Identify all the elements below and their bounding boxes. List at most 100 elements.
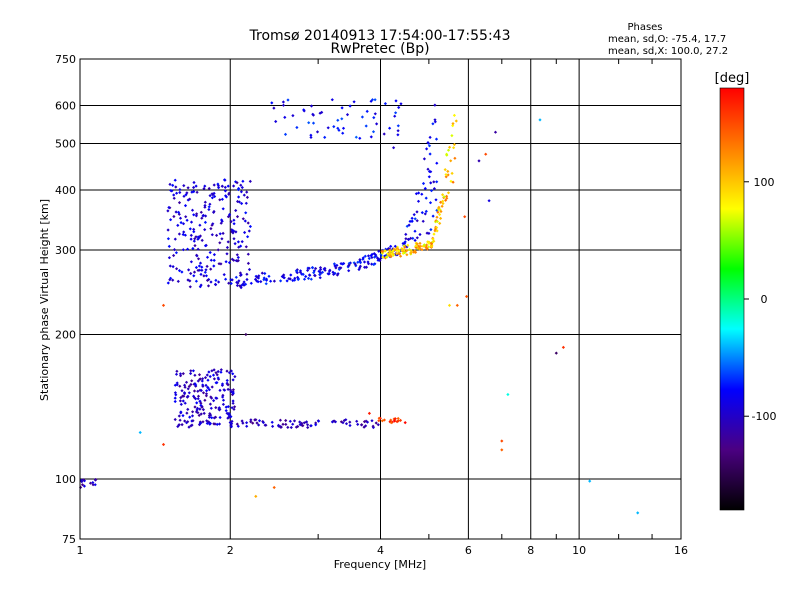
spread-f-1-5-2-2-mhz-point (225, 252, 229, 256)
spread-f-1-5-2-2-mhz-point (204, 214, 208, 218)
es-low-band-point (179, 374, 183, 378)
es-trace-2-4-mhz-point (261, 420, 265, 425)
es-low-band-point (229, 369, 233, 373)
f2-extraordinary-trace-point (380, 249, 384, 253)
isolated-echo-point (484, 152, 488, 156)
es-low-band-point (228, 388, 232, 392)
es-trace-2-4-mhz-point (245, 421, 249, 425)
f2-extraordinary-trace-point (384, 255, 389, 259)
es-trace-red-point (396, 416, 400, 421)
f2-ordinary-trace-point (234, 275, 238, 279)
spread-f-1-5-2-2-mhz-point (171, 183, 175, 188)
spread-f-1-5-2-2-mhz-point (234, 208, 238, 213)
spread-f-1-5-2-2-mhz-point (220, 197, 224, 201)
upper-f-echo-point (291, 114, 295, 118)
y-tick-label: 300 (55, 244, 76, 257)
spread-f-1-5-2-2-mhz-point (200, 216, 204, 220)
es-low-band-point (173, 383, 177, 387)
es-low-band-point (187, 391, 191, 395)
es-low-band-point (191, 369, 195, 373)
spread-f-1-5-2-2-mhz-point (169, 188, 173, 193)
f2-ordinary-trace-point (435, 161, 439, 165)
es-trace-2-4-mhz-point (271, 424, 275, 428)
es-trace-2-4-mhz-point (279, 425, 283, 429)
y-tick-label: 100 (55, 473, 76, 486)
es-trace-2-4-mhz-point (276, 423, 281, 427)
data-points (79, 98, 640, 515)
f2-ordinary-trace-point (353, 262, 357, 266)
spread-f-1-5-2-2-mhz-point (245, 195, 249, 200)
spread-f-1-5-2-2-mhz-point (174, 210, 178, 214)
isolated-echo-point (561, 345, 565, 349)
f2-extraordinary-trace-point (435, 229, 439, 233)
spread-f-1-5-2-2-mhz-point (246, 252, 250, 256)
upper-f-echo-point (309, 135, 313, 140)
f2-ordinary-trace-point (296, 275, 300, 279)
es-trace-2-4-mhz-point (332, 419, 336, 423)
upper-f-echo-point (309, 104, 314, 108)
f2-ordinary-trace-point (336, 272, 340, 276)
spread-f-1-5-2-2-mhz-point (189, 233, 193, 238)
spread-f-1-5-2-2-mhz-point (187, 268, 191, 272)
f2-extraordinary-trace-point (427, 245, 431, 249)
f2-extraordinary-trace-point (402, 248, 406, 252)
f2-extraordinary-trace-point (397, 249, 401, 253)
es-trace-red-point (403, 421, 407, 425)
spread-f-1-5-2-2-mhz-point (244, 245, 248, 249)
spread-f-1-5-2-2-mhz-point (177, 232, 181, 236)
f2-ordinary-trace-point (361, 256, 365, 260)
es-low-band-point (201, 408, 205, 412)
f2-ordinary-trace-point (269, 279, 273, 283)
f2-ordinary-trace-point (389, 244, 393, 249)
x-tick-label: 6 (465, 544, 472, 557)
spread-f-1-5-2-2-mhz-point (236, 240, 240, 244)
colorbar-tick-label: -100 (752, 410, 777, 423)
es-low-band-point (190, 379, 194, 383)
spread-f-1-5-2-2-mhz-point (244, 201, 248, 205)
spread-f-1-5-2-2-mhz-point (192, 270, 197, 274)
f2-ordinary-trace-point (341, 262, 345, 266)
es-low-band-point (209, 395, 213, 399)
f2-ordinary-trace-point (370, 252, 374, 256)
upper-f-echo-point (318, 111, 322, 115)
upper-f-echo-point (382, 132, 386, 136)
y-tick-label: 600 (55, 100, 76, 113)
spread-f-1-5-2-2-mhz-point (198, 223, 202, 227)
upper-f-echo-point (373, 112, 377, 116)
upper-f-echo-point (336, 118, 340, 122)
upper-f-echo-point (323, 135, 327, 140)
es-trace-2-4-mhz-point (339, 420, 343, 424)
spread-f-1-5-2-2-mhz-point (193, 244, 197, 248)
spread-f-1-5-2-2-mhz-point (192, 239, 196, 243)
spread-f-1-5-2-2-mhz-point (221, 207, 225, 211)
spread-f-1-5-2-2-mhz-point (233, 242, 237, 246)
spread-f-1-5-2-2-mhz-point (198, 261, 203, 265)
f2-ordinary-trace-point (415, 219, 419, 223)
es-low-band-point (208, 402, 212, 406)
f2-extraordinary-trace-point (453, 156, 457, 160)
f2-extraordinary-trace-point (437, 205, 441, 209)
es-low-band-point (177, 414, 181, 418)
f2-ordinary-trace-point (429, 181, 433, 185)
es-low-band-point (231, 372, 235, 376)
es-trace-red-point (389, 421, 393, 425)
spread-f-1-5-2-2-mhz-point (236, 188, 240, 192)
spread-f-1-5-2-2-mhz-point (204, 274, 208, 278)
spread-f-1-5-2-2-mhz-point (235, 181, 239, 185)
es-low-band-point (196, 379, 200, 383)
f2-ordinary-trace-point (364, 265, 368, 269)
es-low-band-point (207, 388, 211, 392)
f2-ordinary-trace-point (293, 276, 297, 280)
es-low-band-point (179, 396, 183, 400)
f2-extraordinary-trace-point (444, 173, 448, 177)
es-low-band-point (208, 421, 212, 426)
spread-f-1-5-2-2-mhz-point (192, 213, 196, 217)
spread-f-1-5-2-2-mhz-point (206, 284, 211, 288)
isolated-echo-point (463, 215, 467, 219)
spread-f-1-5-2-2-mhz-point (186, 247, 190, 251)
spread-f-1-5-2-2-mhz-point (192, 227, 196, 232)
spread-f-1-5-2-2-mhz-point (196, 257, 201, 261)
f2-ordinary-trace-point (427, 231, 431, 236)
f2-extraordinary-trace-point (392, 247, 396, 251)
